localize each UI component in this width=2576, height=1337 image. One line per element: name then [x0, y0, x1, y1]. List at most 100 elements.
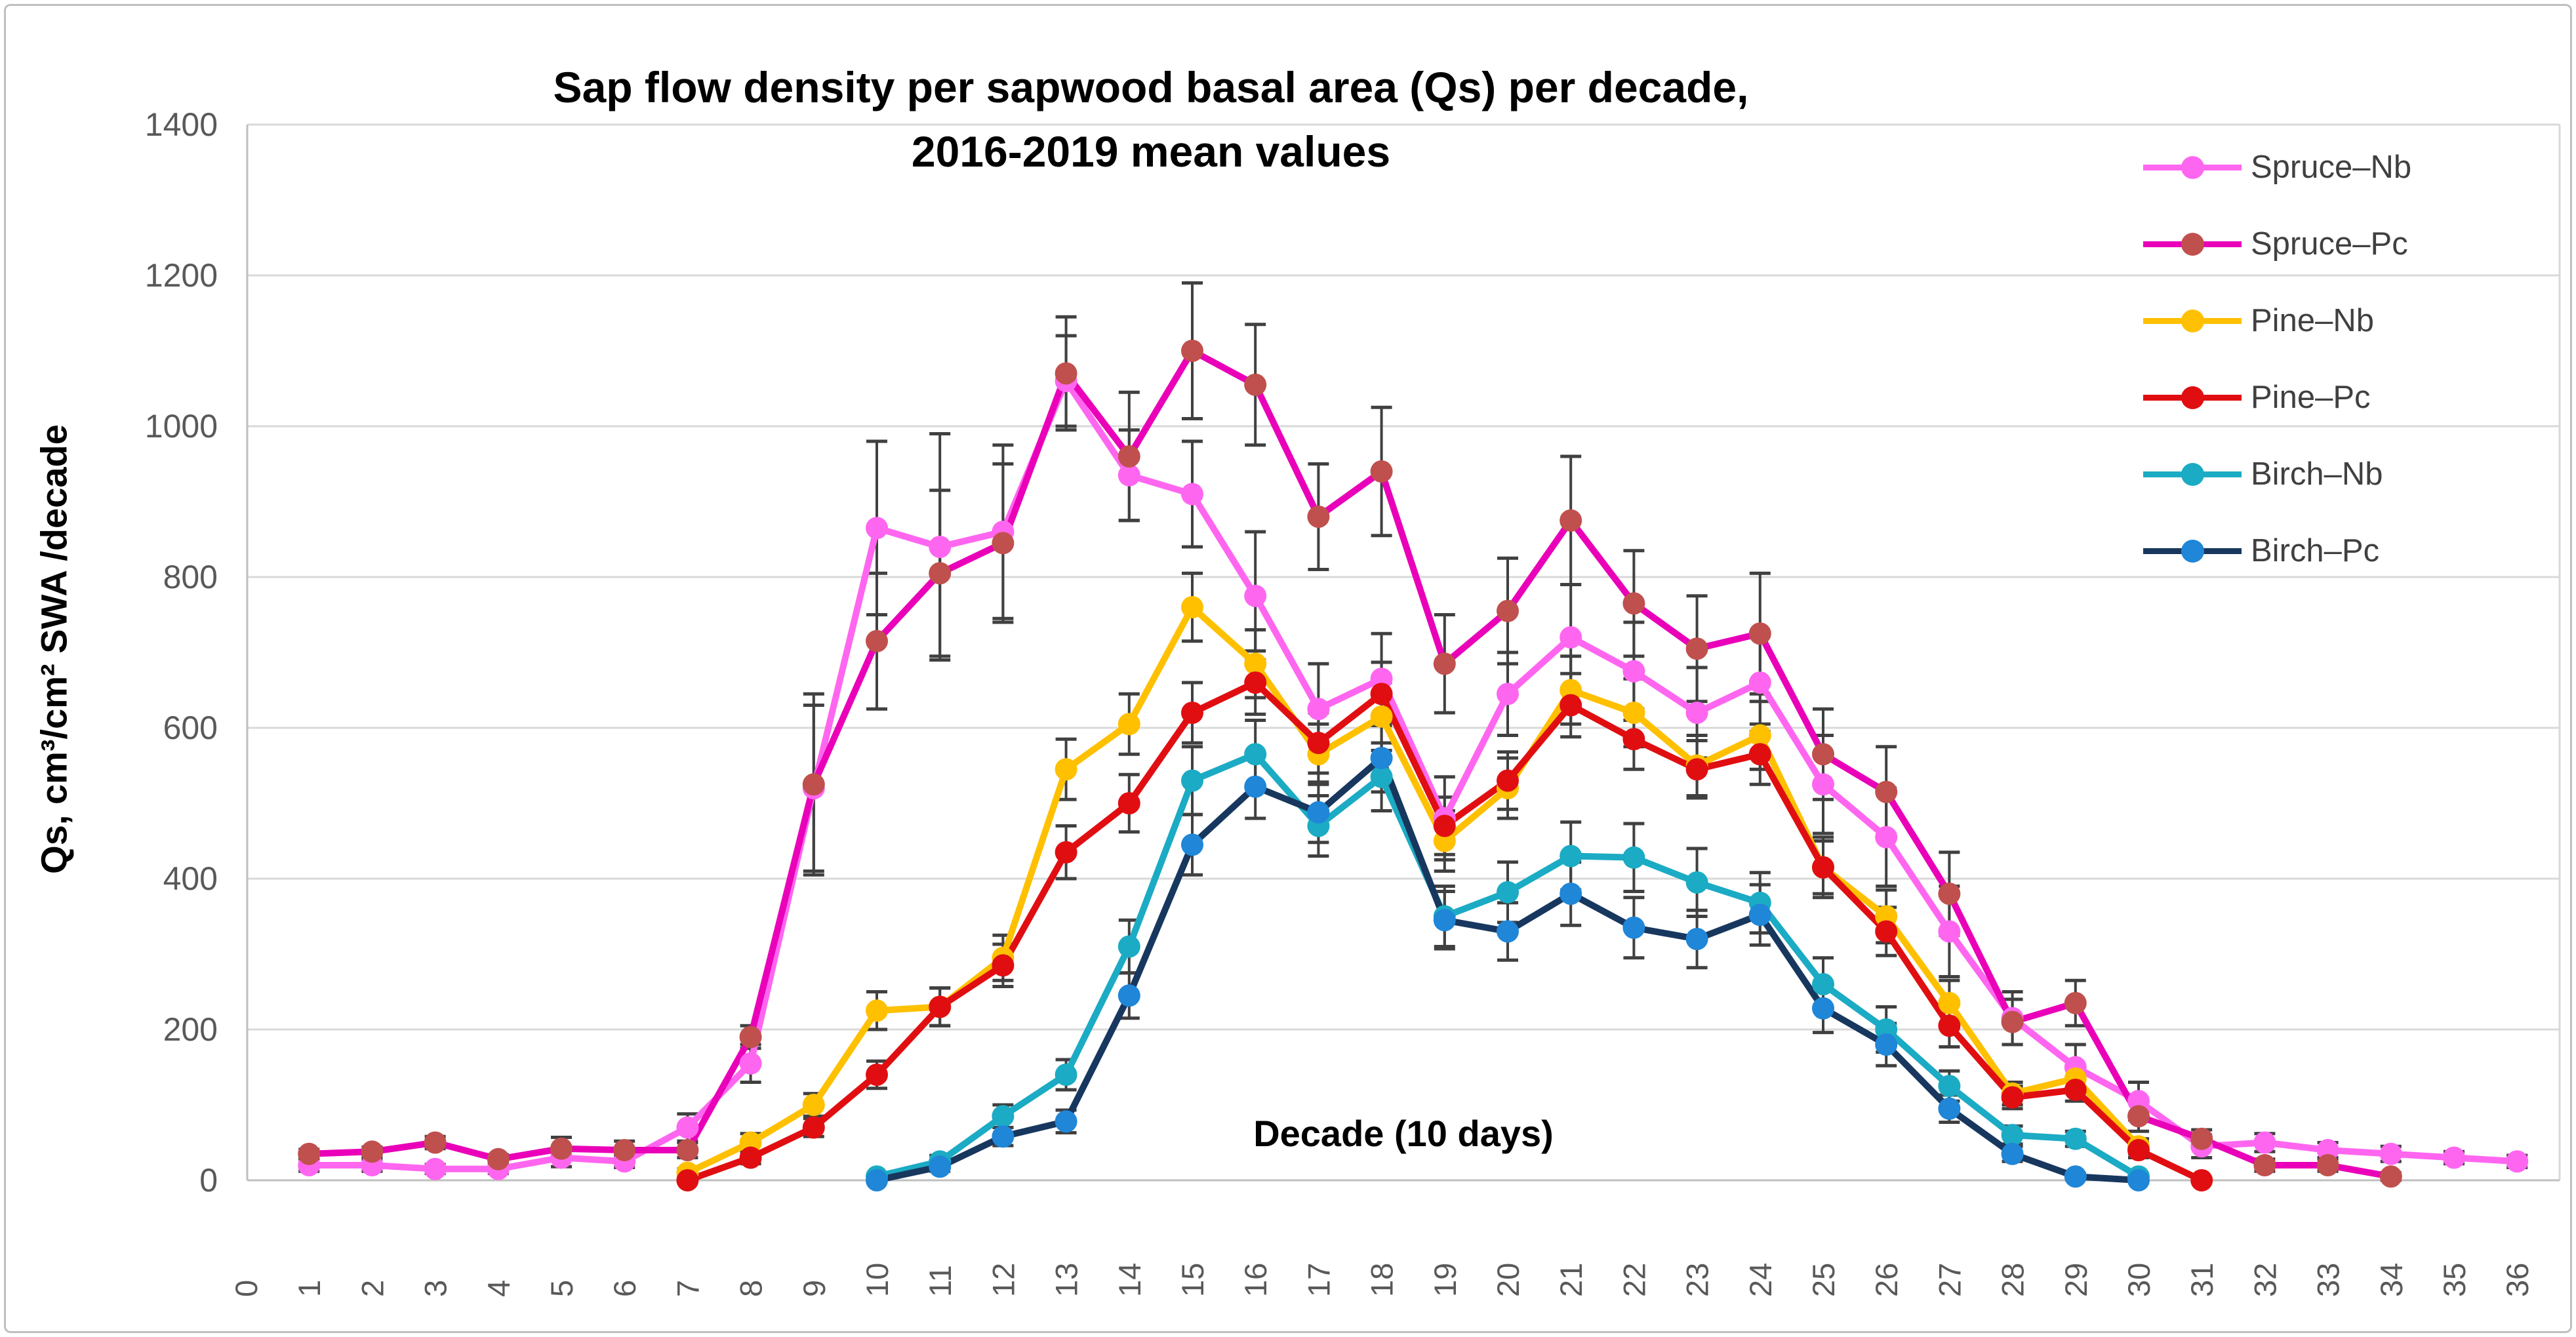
series-marker-pine-nb: [1055, 758, 1077, 781]
series-marker-pine-nb: [866, 999, 888, 1022]
series-marker-birch-pc: [1685, 928, 1708, 950]
x-tick-label: 21: [1554, 1263, 1588, 1297]
series-marker-birch-pc: [1938, 1097, 1961, 1120]
series-marker-spruce-pc: [2127, 1105, 2150, 1128]
series-marker-pine-pc: [802, 1116, 825, 1139]
y-tick-label: 0: [199, 1162, 218, 1199]
y-tick-label: 1400: [145, 106, 218, 143]
series-marker-birch-pc: [1497, 920, 1519, 943]
x-tick-label: 32: [2247, 1263, 2282, 1297]
series-marker-birch-pc: [1622, 916, 1645, 939]
x-tick-label: 36: [2500, 1263, 2535, 1297]
series-marker-spruce-pc: [1875, 780, 1898, 803]
series-marker-birch-nb: [1244, 743, 1267, 766]
series-marker-spruce-pc: [1370, 460, 1393, 483]
series-marker-pine-pc: [1622, 728, 1645, 751]
series-marker-spruce-nb: [2443, 1146, 2465, 1169]
y-tick-label: 600: [163, 709, 218, 746]
x-tick-label: 23: [1680, 1263, 1715, 1297]
legend-dot-swatch: [2181, 232, 2204, 256]
series-marker-birch-pc: [1875, 1033, 1898, 1056]
legend-dot-swatch: [2181, 462, 2204, 486]
series-marker-spruce-nb: [1875, 826, 1898, 848]
legend-item-pine-pc: Pine–Pc: [2143, 359, 2411, 435]
series-marker-spruce-pc: [2316, 1154, 2339, 1176]
x-tick-label: 18: [1365, 1263, 1399, 1297]
y-tick-label: 1200: [145, 257, 218, 294]
x-tick-label: 22: [1617, 1263, 1651, 1297]
y-tick-label: 200: [163, 1011, 218, 1048]
series-marker-pine-pc: [1685, 758, 1708, 781]
series-marker-birch-pc: [1748, 904, 1771, 927]
series-marker-pine-pc: [676, 1169, 699, 1191]
series-marker-pine-pc: [1370, 683, 1393, 706]
x-tick-label: 30: [2122, 1263, 2156, 1297]
series-marker-birch-nb: [1117, 935, 1140, 958]
series-marker-spruce-nb: [1685, 702, 1708, 724]
series-marker-birch-pc: [2064, 1165, 2087, 1188]
series-marker-pine-pc: [2190, 1169, 2213, 1191]
x-tick-label: 10: [860, 1263, 895, 1297]
series-marker-birch-pc: [1307, 801, 1330, 824]
series-marker-pine-pc: [1181, 702, 1203, 724]
series-marker-pine-nb: [802, 1094, 825, 1116]
series-marker-spruce-nb: [2253, 1131, 2276, 1154]
x-tick-label: 3: [418, 1280, 453, 1297]
series-marker-spruce-pc: [1433, 652, 1456, 675]
legend-dot-swatch: [2181, 309, 2204, 332]
series-marker-spruce-pc: [1812, 743, 1834, 766]
series-marker-pine-pc: [1055, 841, 1077, 864]
series-marker-birch-pc: [1370, 747, 1393, 769]
series-marker-spruce-pc: [1055, 362, 1077, 385]
series-marker-spruce-nb: [1497, 683, 1519, 706]
x-tick-label: 19: [1428, 1263, 1462, 1297]
x-tick-label: 33: [2311, 1263, 2346, 1297]
series-marker-birch-pc: [992, 1125, 1015, 1148]
series-marker-spruce-pc: [1622, 592, 1645, 615]
x-tick-label: 1: [292, 1280, 327, 1297]
chart-title: Sap flow density per sapwood basal area …: [197, 55, 2105, 184]
legend-label: Birch–Pc: [2251, 532, 2380, 569]
series-marker-pine-pc: [1497, 769, 1519, 792]
series-marker-spruce-pc: [1181, 340, 1203, 362]
series-marker-spruce-pc: [1117, 445, 1140, 468]
x-tick-label: 12: [986, 1263, 1020, 1297]
x-tick-label: 6: [607, 1280, 642, 1297]
series-marker-spruce-pc: [2379, 1165, 2402, 1188]
x-tick-label: 25: [1806, 1263, 1841, 1297]
series-marker-pine-pc: [929, 995, 952, 1018]
series-marker-spruce-pc: [739, 1026, 762, 1048]
series-marker-pine-pc: [2001, 1086, 2024, 1109]
series-marker-birch-nb: [1497, 881, 1519, 904]
series-marker-spruce-pc: [1307, 506, 1330, 528]
series-marker-pine-pc: [2064, 1079, 2087, 1101]
x-tick-label: 29: [2059, 1263, 2093, 1297]
series-marker-spruce-pc: [361, 1140, 384, 1163]
legend-label: Birch–Nb: [2251, 456, 2383, 492]
legend-marker-icon: [2143, 538, 2242, 564]
legend-item-pine-nb: Pine–Nb: [2143, 282, 2411, 359]
series-marker-pine-pc: [1307, 732, 1330, 754]
legend-item-spruce-nb: Spruce–Nb: [2143, 129, 2411, 205]
x-tick-label: 16: [1238, 1263, 1273, 1297]
series-marker-spruce-nb: [676, 1116, 699, 1139]
series-marker-spruce-pc: [1685, 637, 1708, 660]
legend-dot-swatch: [2181, 386, 2204, 409]
x-tick-label: 28: [1996, 1263, 2030, 1297]
x-tick-label: 4: [481, 1280, 516, 1297]
series-marker-birch-nb: [1622, 846, 1645, 869]
series-marker-birch-nb: [1560, 845, 1582, 868]
series-marker-spruce-nb: [1560, 626, 1582, 649]
series-marker-spruce-pc: [992, 532, 1015, 555]
series-marker-spruce-nb: [739, 1052, 762, 1075]
series-marker-spruce-pc: [550, 1137, 573, 1160]
series-marker-spruce-pc: [802, 773, 825, 796]
legend-dot-swatch: [2181, 155, 2204, 179]
series-marker-birch-pc: [1055, 1110, 1077, 1133]
y-tick-label: 400: [163, 860, 218, 897]
series-marker-pine-pc: [1875, 920, 1898, 943]
series-marker-birch-nb: [1370, 765, 1393, 788]
series-line-spruce-nb: [306, 378, 2521, 1172]
